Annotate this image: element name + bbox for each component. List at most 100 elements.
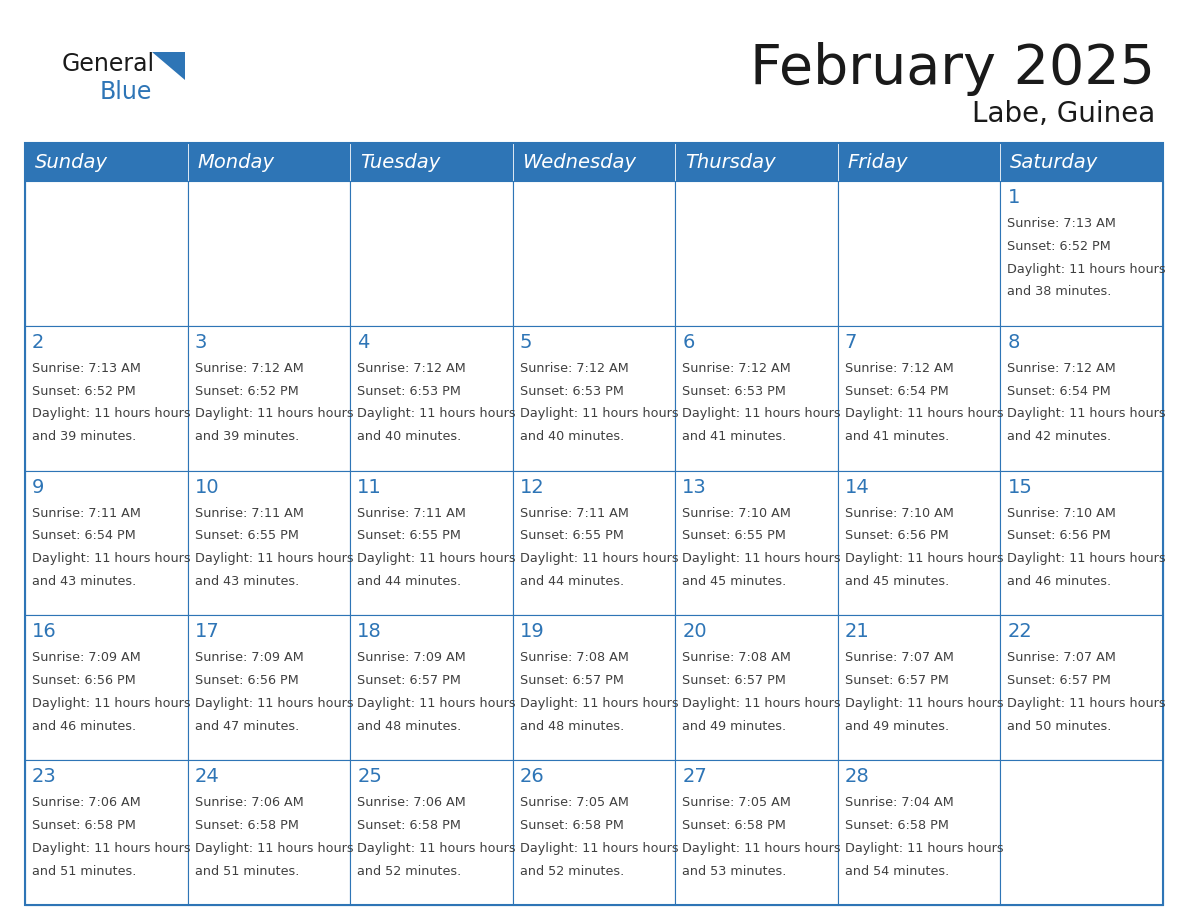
Bar (1000, 471, 1163, 615)
Bar (1000, 760, 1163, 905)
Text: and 41 minutes.: and 41 minutes. (682, 431, 786, 443)
Text: Daylight: 11 hours hours: Daylight: 11 hours hours (32, 697, 190, 710)
Text: Sunset: 6:58 PM: Sunset: 6:58 PM (845, 819, 949, 832)
Text: and 40 minutes.: and 40 minutes. (519, 431, 624, 443)
Text: 25: 25 (358, 767, 383, 786)
Text: Sunrise: 7:04 AM: Sunrise: 7:04 AM (845, 796, 954, 809)
Text: Daylight: 11 hours hours: Daylight: 11 hours hours (519, 552, 678, 565)
Text: 8: 8 (1007, 333, 1019, 352)
Text: Daylight: 11 hours hours: Daylight: 11 hours hours (682, 697, 841, 710)
Text: Blue: Blue (100, 80, 152, 104)
Text: Sunset: 6:58 PM: Sunset: 6:58 PM (358, 819, 461, 832)
Text: Sunset: 6:56 PM: Sunset: 6:56 PM (1007, 530, 1111, 543)
Text: February 2025: February 2025 (750, 42, 1155, 96)
Bar (513, 326, 675, 471)
Text: and 39 minutes.: and 39 minutes. (32, 431, 137, 443)
Bar (513, 143, 675, 181)
Text: Sunrise: 7:06 AM: Sunrise: 7:06 AM (32, 796, 140, 809)
Text: and 45 minutes.: and 45 minutes. (845, 575, 949, 588)
Text: 18: 18 (358, 622, 381, 642)
Text: and 51 minutes.: and 51 minutes. (195, 865, 299, 878)
Text: 12: 12 (519, 477, 544, 497)
Text: Labe, Guinea: Labe, Guinea (972, 100, 1155, 128)
Bar (25, 143, 1163, 905)
Text: 15: 15 (1007, 477, 1032, 497)
Bar (838, 181, 1000, 326)
Text: 7: 7 (845, 333, 858, 352)
Text: Sunrise: 7:12 AM: Sunrise: 7:12 AM (519, 362, 628, 375)
Text: and 49 minutes.: and 49 minutes. (845, 720, 949, 733)
Text: Daylight: 11 hours hours: Daylight: 11 hours hours (845, 552, 1004, 565)
Text: Sunrise: 7:09 AM: Sunrise: 7:09 AM (358, 652, 466, 665)
Text: Daylight: 11 hours hours: Daylight: 11 hours hours (519, 697, 678, 710)
Text: Sunrise: 7:12 AM: Sunrise: 7:12 AM (358, 362, 466, 375)
Text: Sunset: 6:55 PM: Sunset: 6:55 PM (358, 530, 461, 543)
Bar (188, 181, 350, 326)
Text: Daylight: 11 hours hours: Daylight: 11 hours hours (1007, 697, 1167, 710)
Text: Daylight: 11 hours hours: Daylight: 11 hours hours (519, 408, 678, 420)
Text: 1: 1 (1007, 188, 1019, 207)
Text: Daylight: 11 hours hours: Daylight: 11 hours hours (32, 408, 190, 420)
Text: Sunrise: 7:13 AM: Sunrise: 7:13 AM (1007, 217, 1117, 230)
Text: 20: 20 (682, 622, 707, 642)
Text: and 46 minutes.: and 46 minutes. (32, 720, 137, 733)
Text: 21: 21 (845, 622, 870, 642)
Text: Daylight: 11 hours hours: Daylight: 11 hours hours (845, 697, 1004, 710)
Text: and 41 minutes.: and 41 minutes. (845, 431, 949, 443)
Text: Daylight: 11 hours hours: Daylight: 11 hours hours (845, 408, 1004, 420)
Text: 3: 3 (195, 333, 207, 352)
Text: 13: 13 (682, 477, 707, 497)
Text: 14: 14 (845, 477, 870, 497)
Text: Daylight: 11 hours hours: Daylight: 11 hours hours (682, 552, 841, 565)
Text: 22: 22 (1007, 622, 1032, 642)
Text: Sunset: 6:58 PM: Sunset: 6:58 PM (682, 819, 786, 832)
Text: Sunset: 6:53 PM: Sunset: 6:53 PM (358, 385, 461, 397)
Text: Sunset: 6:52 PM: Sunset: 6:52 PM (32, 385, 135, 397)
Text: Sunrise: 7:12 AM: Sunrise: 7:12 AM (845, 362, 954, 375)
Bar (25, 760, 188, 905)
Text: Daylight: 11 hours hours: Daylight: 11 hours hours (682, 408, 841, 420)
Text: 11: 11 (358, 477, 381, 497)
Text: Sunrise: 7:12 AM: Sunrise: 7:12 AM (195, 362, 303, 375)
Bar (25, 143, 188, 181)
Text: 28: 28 (845, 767, 870, 786)
Text: Sunrise: 7:11 AM: Sunrise: 7:11 AM (195, 507, 303, 520)
Text: Friday: Friday (847, 152, 908, 172)
Bar (675, 471, 838, 615)
Text: Sunset: 6:55 PM: Sunset: 6:55 PM (519, 530, 624, 543)
Text: Sunset: 6:57 PM: Sunset: 6:57 PM (519, 674, 624, 688)
Text: 4: 4 (358, 333, 369, 352)
Text: Sunrise: 7:06 AM: Sunrise: 7:06 AM (195, 796, 303, 809)
Text: Daylight: 11 hours hours: Daylight: 11 hours hours (1007, 552, 1167, 565)
Text: Sunset: 6:57 PM: Sunset: 6:57 PM (682, 674, 786, 688)
Text: Sunrise: 7:10 AM: Sunrise: 7:10 AM (845, 507, 954, 520)
Bar (350, 471, 513, 615)
Bar (838, 615, 1000, 760)
Text: Daylight: 11 hours hours: Daylight: 11 hours hours (1007, 408, 1167, 420)
Text: Sunset: 6:53 PM: Sunset: 6:53 PM (519, 385, 624, 397)
Text: Daylight: 11 hours hours: Daylight: 11 hours hours (195, 842, 353, 855)
Bar (675, 760, 838, 905)
Bar (838, 143, 1000, 181)
Bar (513, 615, 675, 760)
Text: and 44 minutes.: and 44 minutes. (519, 575, 624, 588)
Text: and 54 minutes.: and 54 minutes. (845, 865, 949, 878)
Bar (1000, 615, 1163, 760)
Bar (188, 143, 350, 181)
Text: Sunrise: 7:09 AM: Sunrise: 7:09 AM (195, 652, 303, 665)
Text: 24: 24 (195, 767, 220, 786)
Text: 16: 16 (32, 622, 57, 642)
Text: 10: 10 (195, 477, 220, 497)
Text: 5: 5 (519, 333, 532, 352)
Text: and 49 minutes.: and 49 minutes. (682, 720, 786, 733)
Text: and 52 minutes.: and 52 minutes. (358, 865, 461, 878)
Bar (1000, 326, 1163, 471)
Text: Tuesday: Tuesday (360, 152, 440, 172)
Bar (350, 326, 513, 471)
Bar (513, 760, 675, 905)
Text: Sunrise: 7:05 AM: Sunrise: 7:05 AM (519, 796, 628, 809)
Text: Daylight: 11 hours hours: Daylight: 11 hours hours (519, 842, 678, 855)
Text: 23: 23 (32, 767, 57, 786)
Bar (25, 326, 188, 471)
Text: and 40 minutes.: and 40 minutes. (358, 431, 461, 443)
